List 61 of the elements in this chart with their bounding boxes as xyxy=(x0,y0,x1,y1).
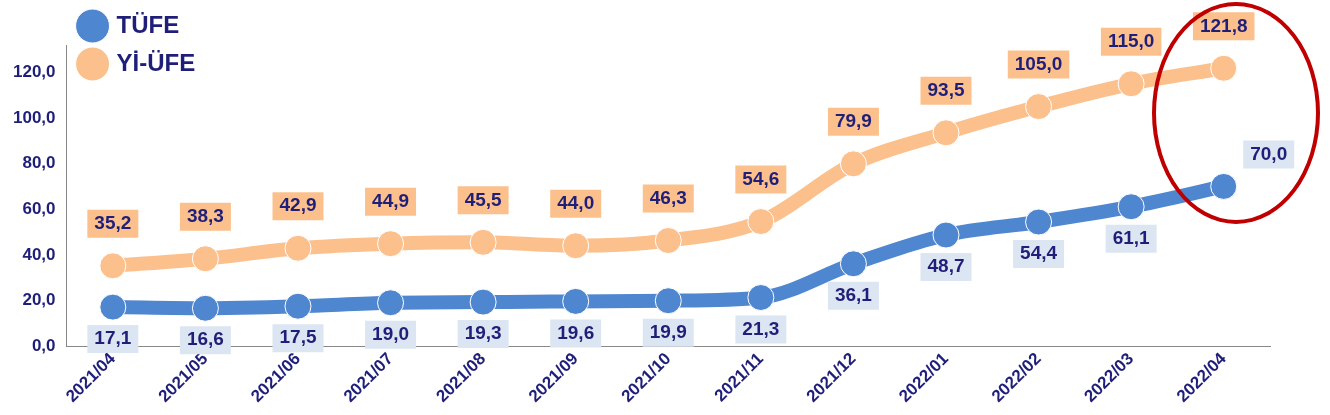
data-label: 44,0 xyxy=(557,191,595,213)
data-label: 44,9 xyxy=(372,189,410,211)
point xyxy=(191,245,219,273)
point xyxy=(932,119,960,147)
point xyxy=(284,234,312,262)
point xyxy=(99,252,127,280)
data-label: 21,3 xyxy=(742,317,780,339)
y-tick-label: 120,0 xyxy=(12,62,56,82)
data-label: 54,6 xyxy=(742,167,780,189)
point xyxy=(654,287,682,315)
point xyxy=(562,232,590,260)
point xyxy=(1117,193,1145,221)
data-label: 93,5 xyxy=(927,79,965,101)
point xyxy=(1025,93,1053,121)
data-label: 115,0 xyxy=(1107,30,1155,52)
y-tick-label: 40,0 xyxy=(22,244,56,264)
data-label: 16,6 xyxy=(186,328,224,350)
point xyxy=(1210,54,1238,82)
point xyxy=(284,292,312,320)
point xyxy=(932,221,960,249)
data-label: 19,3 xyxy=(464,322,502,344)
point xyxy=(747,208,775,236)
data-label: 105,0 xyxy=(1014,52,1063,74)
point xyxy=(99,293,127,321)
point xyxy=(562,287,590,315)
point xyxy=(839,150,867,178)
point xyxy=(191,294,219,322)
y-tick-label: 80,0 xyxy=(22,153,56,173)
data-label: 36,1 xyxy=(834,284,873,305)
data-label: 54,4 xyxy=(1020,242,1058,264)
data-label: 19,6 xyxy=(557,321,595,343)
point xyxy=(1025,208,1053,236)
point xyxy=(377,230,405,258)
point xyxy=(654,227,682,254)
data-label: 61,1 xyxy=(1112,226,1151,248)
y-tick-label: 0,0 xyxy=(31,335,56,355)
data-label: 38,3 xyxy=(186,204,224,226)
data-label: 35,2 xyxy=(94,212,132,234)
y-tick-label: 100,0 xyxy=(12,107,56,127)
legend-label: TÜFE xyxy=(116,10,180,38)
data-label: 17,5 xyxy=(279,326,317,348)
data-label: 121,8 xyxy=(1199,14,1248,36)
point xyxy=(1117,70,1145,98)
data-label: 17,1 xyxy=(94,327,132,349)
data-label: 42,9 xyxy=(279,194,317,216)
data-label: 45,5 xyxy=(464,188,503,210)
data-label: 19,0 xyxy=(372,323,410,345)
point xyxy=(1210,172,1238,200)
data-label: 19,9 xyxy=(649,320,687,342)
y-tick-label: 20,0 xyxy=(22,290,56,310)
point xyxy=(839,250,867,278)
y-tick-label: 60,0 xyxy=(22,198,56,218)
point xyxy=(469,288,497,316)
data-label: 46,3 xyxy=(649,186,687,208)
data-label: 70,0 xyxy=(1250,142,1288,164)
point xyxy=(469,228,497,256)
data-label: 79,9 xyxy=(834,110,872,132)
legend-label: Yİ-ÜFE xyxy=(116,48,196,76)
point xyxy=(377,289,405,317)
data-label: 48,7 xyxy=(927,255,965,277)
point xyxy=(747,284,775,312)
